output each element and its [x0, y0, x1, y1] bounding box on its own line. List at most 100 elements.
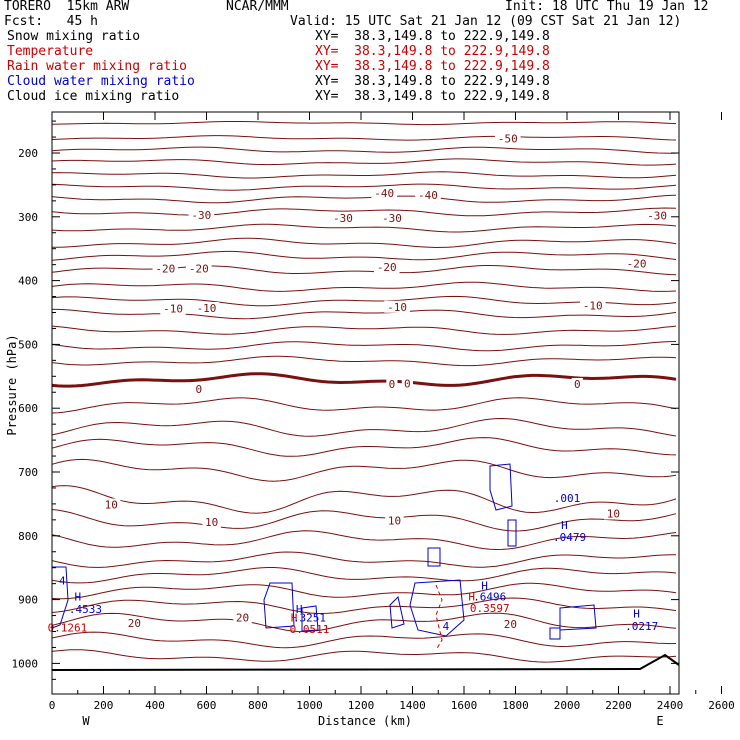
extremum-label: H — [291, 611, 298, 624]
temperature-contour-label: 0 — [195, 383, 202, 396]
temperature-isotherm — [51, 397, 677, 414]
rain-water-contour — [435, 584, 443, 651]
temperature-contour-label: 20 — [128, 617, 141, 630]
y-tick-label: 700 — [18, 466, 38, 479]
temperature-contour-label: 0 — [404, 377, 411, 390]
contour-label-bg — [379, 212, 405, 225]
extremum-label: .0217 — [625, 620, 658, 633]
x-tick-label: 1400 — [399, 699, 426, 712]
contour-label-bg — [623, 257, 650, 270]
cloud-water-contour — [51, 566, 69, 629]
temperature-isotherm — [51, 582, 677, 600]
extremum-label: .6496 — [473, 590, 506, 603]
field-temperature-xy: XY= 38.3,149.8 to 222.9,149.8 — [315, 44, 550, 59]
contour-label-bg — [188, 208, 215, 221]
extremum-label: .3251 — [293, 611, 326, 624]
temperature-isotherm — [51, 551, 676, 568]
temperature-contour-label: -50 — [498, 132, 518, 145]
temperature-contour-label: 10 — [607, 507, 620, 520]
x-tick-label: 1800 — [502, 699, 529, 712]
temperature-contour-label: -20 — [627, 257, 647, 270]
temperature-isotherm — [52, 237, 677, 249]
x-tick-label: 600 — [197, 699, 217, 712]
cloud-water-contour — [389, 596, 405, 629]
cloud-water-contour — [549, 627, 561, 640]
temperature-contour-label: 20 — [504, 618, 517, 631]
extremum-label: 0.1261 — [48, 622, 88, 635]
temperature-isotherm — [51, 341, 677, 352]
contour-label-bg — [202, 515, 221, 528]
extremum-label: H — [296, 603, 303, 616]
extremum-label: .0479 — [553, 531, 586, 544]
x-tick-label: 2600 — [708, 699, 735, 712]
model-title: TORERO 15km ARW — [4, 0, 130, 14]
contour-label-bg — [185, 262, 212, 275]
contour-label-bg — [371, 187, 397, 200]
cloud-water-contour — [409, 579, 465, 637]
contour-label-bg — [193, 302, 220, 315]
cloud-water-contour — [427, 547, 441, 567]
contour-label-bg — [401, 377, 413, 390]
field-snow-name: Snow mixing ratio — [7, 29, 141, 44]
x-tick-label: 2000 — [554, 699, 581, 712]
extremum-label: H — [74, 590, 81, 603]
contour-label-bg — [373, 261, 400, 274]
x-tick-label: 1600 — [451, 699, 478, 712]
extremum-label: 4 — [59, 574, 66, 587]
extremum-label: 4 — [443, 620, 450, 633]
init-time: Init: 18 UTC Thu 19 Jan 12 — [505, 0, 709, 14]
extremum-label: H — [481, 580, 488, 593]
extremum-label: 0.0511 — [290, 623, 330, 636]
contour-label-bg — [152, 262, 179, 275]
temperature-isotherm — [51, 355, 677, 367]
field-cloud-ice-xy: XY= 38.3,149.8 to 222.9,149.8 — [315, 89, 550, 104]
extremum-label: H — [468, 590, 475, 603]
temperature-contour-label: -10 — [197, 302, 217, 315]
contour-label-bg — [415, 189, 441, 202]
contour-label-bg — [385, 514, 404, 527]
plot-frame — [51, 111, 680, 695]
y-axis-label: Pressure (hPa) — [5, 334, 19, 435]
contour-label-bg — [644, 209, 670, 222]
cloud-water-contour — [489, 463, 513, 511]
x-tick-label: 2400 — [657, 699, 684, 712]
plot-axes: 0 200 400 600 800 1000 1200 1400 1600 1800 2000 220… — [5, 111, 735, 728]
temperature-isotherm — [51, 631, 677, 649]
y-tick-label: 400 — [18, 275, 38, 288]
temperature-contour-label: 10 — [388, 514, 401, 527]
temperature-contour-label: -30 — [382, 212, 402, 225]
contour-label-bg — [125, 617, 144, 630]
temperature-isotherm — [51, 458, 677, 482]
cloud-water-contour — [559, 604, 597, 631]
extremum-label: H — [561, 519, 568, 532]
contour-label-bg — [604, 507, 623, 520]
cloud-water-contour — [301, 605, 319, 632]
temperature-contour-label: -10 — [583, 299, 603, 312]
terrain-line — [51, 653, 680, 671]
temperature-isotherm — [51, 194, 677, 204]
temperature-contour-label: -20 — [189, 262, 209, 275]
temperature-contour-label: -10 — [163, 303, 183, 316]
temperature-isotherm — [51, 158, 677, 166]
contour-label-bg — [579, 299, 606, 312]
contour-label-bg — [233, 611, 252, 624]
field-cloud-ice-name: Cloud ice mixing ratio — [7, 89, 180, 104]
temperature-contour-label: 10 — [205, 516, 218, 529]
temperature-isotherm — [51, 567, 677, 584]
field-rain-xy: XY= 38.3,149.8 to 222.9,149.8 — [315, 59, 550, 74]
temperature-isotherm — [51, 265, 677, 276]
temperature-isotherm — [51, 649, 677, 663]
cloud-water-contour — [507, 519, 517, 547]
field-cloud-water-xy: XY= 38.3,149.8 to 222.9,149.8 — [315, 74, 550, 89]
valid-time: Valid: 15 UTC Sat 21 Jan 12 (09 CST Sat … — [290, 14, 682, 29]
temperature-contour-label: -10 — [387, 301, 407, 314]
cloud-water-contour — [263, 582, 295, 629]
x-tick-label: 2200 — [605, 699, 632, 712]
contour-labels: -50 -40 -40 -30 -30 -30 -30 -20 -20 -20 -20 -10 -10 -… — [48, 132, 670, 636]
temperature-isotherm — [51, 146, 677, 154]
contour-label-bg — [193, 383, 205, 396]
y-tick-label: 900 — [18, 594, 38, 607]
east-label: E — [656, 714, 663, 728]
contour-label-bg — [384, 300, 410, 313]
